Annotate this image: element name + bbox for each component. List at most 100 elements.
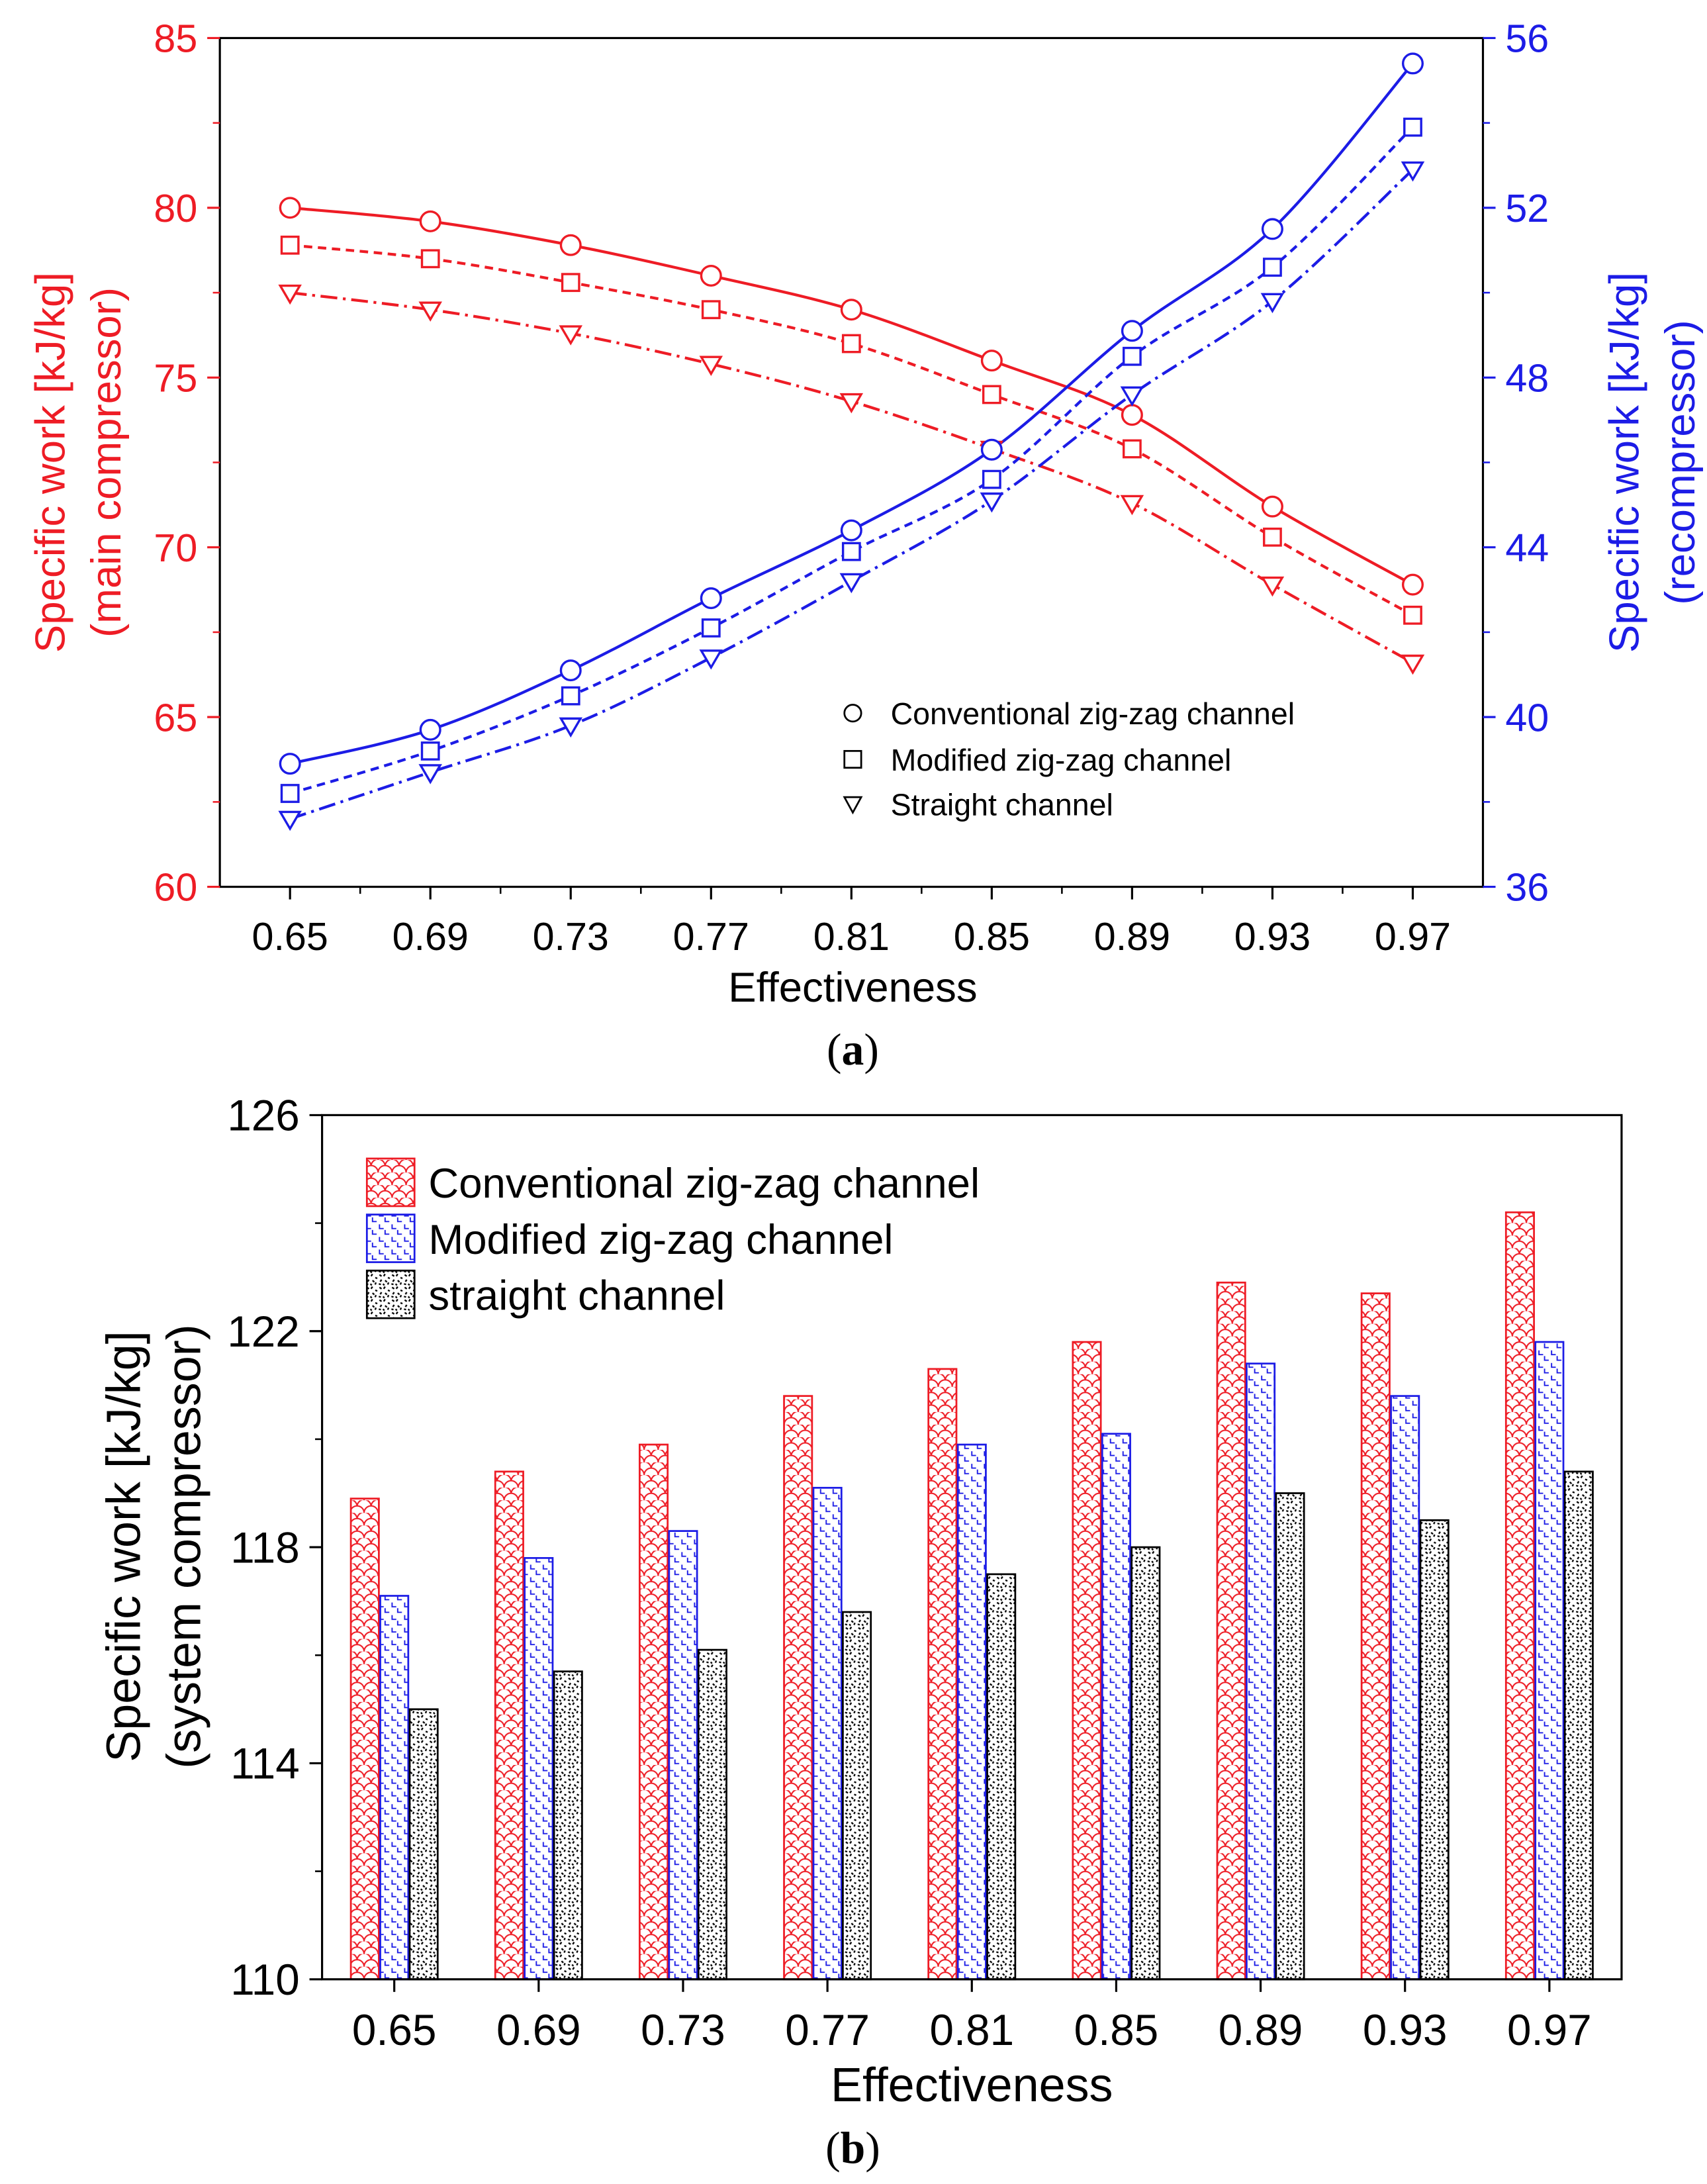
panel-a-point-square xyxy=(420,741,440,761)
panel-a-point-square xyxy=(280,784,300,803)
panel-a-right-y-label-line2: (recompressor) xyxy=(1657,320,1704,604)
panel-a-legend-label-2: Modified zig-zag channel xyxy=(891,743,1232,777)
panel-a-point-triangle xyxy=(1401,654,1425,675)
panel-a-point-square xyxy=(982,385,1001,404)
panel-b-y-tick-label: 118 xyxy=(230,1523,300,1572)
panel-a-point-circle xyxy=(1261,218,1283,240)
panel-b-bar-scales xyxy=(927,1368,958,1981)
panel-a-point-circle xyxy=(1121,320,1143,342)
panel-a-point-triangle xyxy=(839,573,864,594)
panel-b-bar-scales xyxy=(1504,1211,1535,1981)
legend-square-icon xyxy=(843,749,862,769)
panel-b-legend: Conventional zig-zag channel Modified zi… xyxy=(365,1157,980,1319)
panel-b-tick-labels: 0.65 0.69 0.73 0.77 0.81 0.85 0.89 0.93 0.97 110 1… xyxy=(227,1092,1591,2055)
panel-a-point-square xyxy=(701,618,721,638)
panel-a-point-triangle xyxy=(278,810,302,831)
panel-b-bar-speckle xyxy=(408,1708,439,1981)
panel-b-ticks xyxy=(309,1114,1551,1992)
panel-b-bar-chart: 0.65 0.69 0.73 0.77 0.81 0.85 0.89 0.93 0.97 110 1… xyxy=(98,1092,1623,2173)
panel-b-bar-steps xyxy=(379,1595,410,1981)
panel-b-bar-scales xyxy=(1216,1281,1246,1981)
panel-a-point-circle xyxy=(279,197,301,219)
panel-a-series-line-right-square xyxy=(289,126,1414,795)
panel-b-y-tick-label: 114 xyxy=(230,1740,300,1788)
panel-b-x-axis-label: Effectiveness xyxy=(831,2059,1113,2112)
panel-b-x-tick-label: 0.89 xyxy=(1219,2006,1303,2054)
panel-a-point-triangle xyxy=(418,764,442,784)
panel-b-bar-steps xyxy=(524,1557,554,1981)
panel-a-point-square xyxy=(1123,346,1142,366)
panel-a-legend-label-1: Conventional zig-zag channel xyxy=(891,696,1295,731)
panel-a-point-circle xyxy=(1401,573,1424,596)
panel-a-point-circle xyxy=(700,587,722,610)
panel-a-point-circle xyxy=(279,753,301,775)
panel-a-left-y-tick-label: 65 xyxy=(154,695,197,739)
panel-a-point-circle xyxy=(980,350,1003,372)
panel-a-tick-labels: 0.65 0.69 0.73 0.77 0.81 0.85 0.89 0.93 0.97 60 65… xyxy=(154,17,1549,959)
panel-a-right-y-tick-label: 48 xyxy=(1505,356,1549,400)
panel-b-x-tick-label: 0.65 xyxy=(352,2006,437,2054)
panel-a-series-line-right-circle xyxy=(289,62,1414,765)
panel-b-bar-steps xyxy=(668,1530,698,1981)
panel-a-right-y-tick-label: 56 xyxy=(1505,17,1549,61)
panel-b-x-tick-label: 0.97 xyxy=(1507,2006,1592,2054)
panel-a-point-circle xyxy=(559,659,582,682)
panel-b-bar-scales xyxy=(1360,1292,1391,1981)
panel-b-bar-steps xyxy=(812,1486,843,1981)
panel-a-caption-letter: a xyxy=(842,1025,864,1074)
legend-circle-icon xyxy=(843,704,862,723)
panel-b-bar-scales xyxy=(349,1497,380,1981)
panel-b-bar-scales xyxy=(783,1395,813,1981)
panel-b-bar-speckle xyxy=(697,1648,727,1981)
panel-b-bar-speckle xyxy=(553,1670,583,1981)
panel-a-point-square xyxy=(841,334,861,354)
panel-a-caption: (a) xyxy=(827,1025,879,1074)
panel-a-left-y-label-line2: (main compressor) xyxy=(83,287,130,638)
panel-a-point-circle xyxy=(559,234,582,256)
panel-a-point-square xyxy=(1123,439,1142,459)
panel-b-bar-speckle xyxy=(1275,1492,1305,1981)
panel-a-point-circle xyxy=(840,519,862,542)
panel-a-x-tick-label: 0.97 xyxy=(1375,914,1451,959)
panel-a-point-circle xyxy=(700,264,722,287)
panel-b-bar-speckle xyxy=(986,1573,1017,1981)
panel-b-y-tick-label: 126 xyxy=(227,1092,299,1140)
panel-b-bar-steps xyxy=(1534,1341,1565,1981)
panel-b-caption: (b) xyxy=(825,2123,880,2173)
panel-a-series-markers xyxy=(278,52,1425,831)
panel-a-right-y-label-line1: Specific work [kJ/kg] xyxy=(1601,272,1647,653)
panel-a-point-triangle xyxy=(839,393,864,414)
panel-a-x-tick-label: 0.85 xyxy=(954,914,1030,959)
panel-a-x-tick-label: 0.65 xyxy=(252,914,328,959)
panel-b-y-tick-label: 122 xyxy=(227,1307,299,1356)
panel-b-bar-scales xyxy=(639,1443,669,1981)
panel-b-bar-speckle xyxy=(842,1611,872,1981)
panel-a-point-square xyxy=(1263,258,1282,277)
panel-b-legend-label-2: Modified zig-zag channel xyxy=(428,1217,893,1263)
panel-b-bar-scales xyxy=(494,1470,524,1981)
panel-a-left-y-tick-label: 80 xyxy=(154,186,197,230)
panel-a-point-triangle xyxy=(699,649,723,670)
legend-triangle-icon xyxy=(843,796,863,815)
panel-a-left-y-tick-label: 75 xyxy=(154,356,197,400)
panel-a-point-triangle xyxy=(1120,386,1144,407)
panel-a-point-square xyxy=(1263,527,1282,547)
panel-a-right-y-tick-label: 40 xyxy=(1505,695,1549,739)
panel-b-bar-steps xyxy=(1246,1362,1276,1981)
panel-b-y-tick-label: 110 xyxy=(230,1956,300,2004)
panel-a-x-axis-label: Effectiveness xyxy=(728,965,977,1011)
panel-a-right-y-tick-label: 44 xyxy=(1505,526,1549,570)
panel-b-x-tick-label: 0.73 xyxy=(641,2006,725,2054)
panel-a-point-triangle xyxy=(559,717,583,738)
panel-b-bar-speckle xyxy=(1419,1519,1450,1981)
panel-b-bar-steps xyxy=(956,1443,987,1981)
panel-b-legend-label-1: Conventional zig-zag channel xyxy=(428,1161,980,1207)
panel-b-legend-label-3: straight channel xyxy=(428,1272,725,1319)
panel-a-left-y-tick-label: 70 xyxy=(154,526,197,570)
panel-b-bar-speckle xyxy=(1130,1546,1161,1981)
panel-a-x-tick-label: 0.93 xyxy=(1234,914,1311,959)
panel-a-ticks xyxy=(207,36,1496,900)
panel-a-right-y-tick-label: 36 xyxy=(1505,865,1549,910)
panel-a-left-y-label-line1: Specific work [kJ/kg] xyxy=(27,272,73,653)
